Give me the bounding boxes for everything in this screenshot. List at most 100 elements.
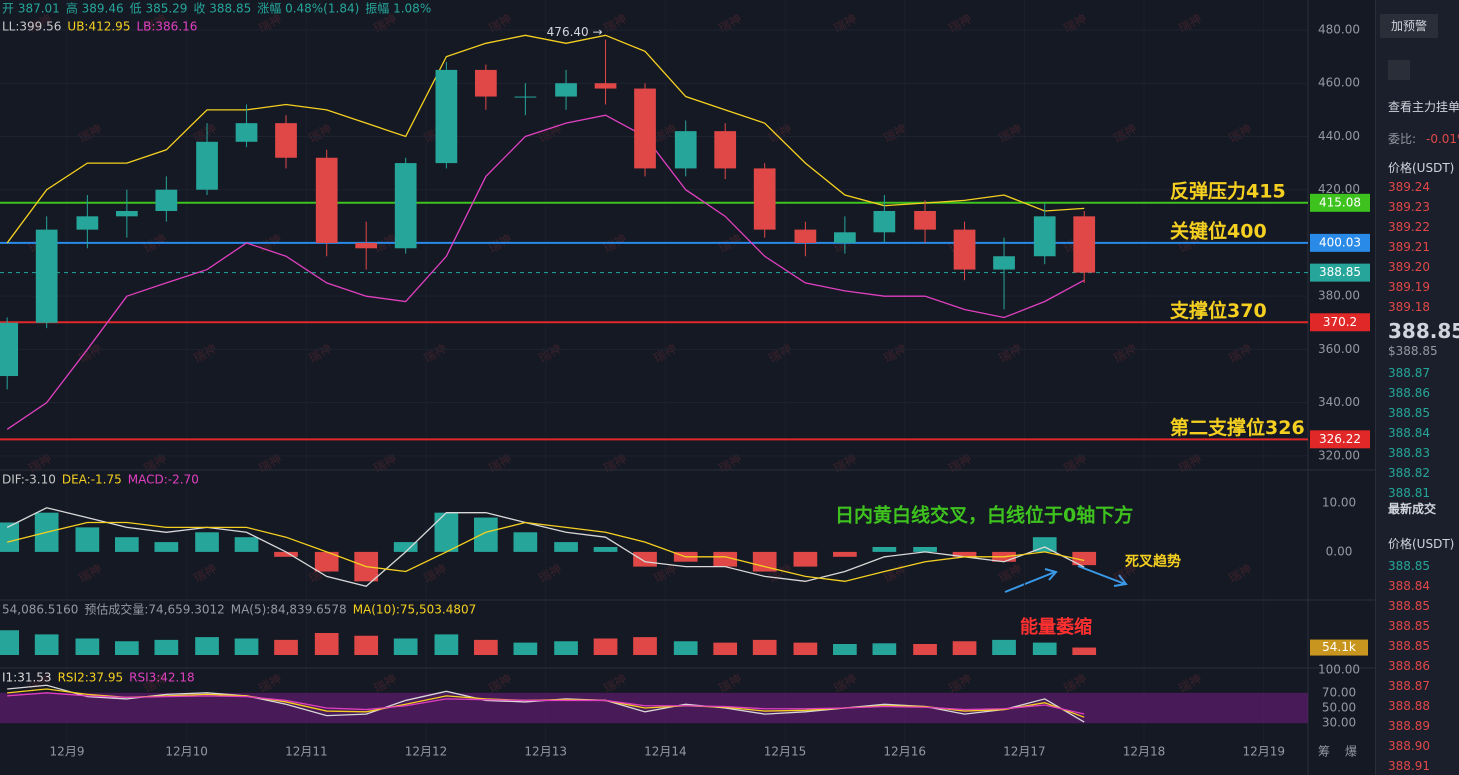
candle-body <box>355 242 378 249</box>
ask-price: 389.19 <box>1388 280 1430 294</box>
y-tick-label: 54.1k <box>1322 640 1356 654</box>
level-box <box>1310 233 1370 252</box>
ratio-label: 委比: <box>1388 132 1417 146</box>
volume-bar <box>752 639 777 655</box>
volume-bar <box>1032 642 1057 655</box>
volume-bar <box>0 630 20 655</box>
y-tick-label: 30.00 <box>1322 716 1356 730</box>
level-value: 326.22 <box>1319 432 1361 446</box>
macd-bar <box>833 551 857 557</box>
macd-bar <box>195 532 219 552</box>
candle-body <box>76 216 99 230</box>
x-tick-label: 12月16 <box>883 745 926 759</box>
y-tick-label: 460.00 <box>1318 76 1360 90</box>
y-tick-label: 380.00 <box>1318 289 1360 303</box>
indicator-value: DIF:-3.10 <box>2 473 56 487</box>
volume-bar <box>393 638 418 655</box>
candle-body <box>714 131 737 169</box>
macd-bar <box>314 551 339 572</box>
volume-bar <box>633 637 657 655</box>
volume-bar <box>872 643 897 655</box>
macd-bar <box>154 542 179 552</box>
trade-price: 388.85 <box>1388 599 1430 613</box>
macd-bar <box>952 551 977 557</box>
macd-bar <box>713 551 738 567</box>
high-marker: 476.40 → <box>547 25 603 39</box>
x-tick-label: 12月9 <box>50 745 85 759</box>
ohlc-info: 收 388.85 <box>193 2 251 16</box>
x-tick-label: 12月10 <box>165 745 208 759</box>
macd-bar <box>593 546 618 552</box>
volume-bar <box>833 644 857 655</box>
volume-bar <box>673 641 698 655</box>
x-tick-label: 12月14 <box>644 745 687 759</box>
macd-bar <box>554 542 578 552</box>
candle-body <box>115 211 138 217</box>
x-tick-label: 12月18 <box>1123 745 1166 759</box>
level-box <box>1310 193 1370 212</box>
macd-bar <box>1032 537 1057 552</box>
level-value: 370.2 <box>1323 315 1357 329</box>
trade-price: 388.87 <box>1388 679 1430 693</box>
macd-bar <box>913 546 937 552</box>
icon-button[interactable] <box>1420 60 1442 80</box>
ohlc-info: 涨幅 0.48%(1.84) <box>257 1 359 16</box>
volume-bar <box>434 634 459 655</box>
candle-body <box>235 123 258 142</box>
bid-price: 388.85 <box>1388 406 1430 420</box>
candle-body <box>873 211 896 233</box>
annotation: 能量萎缩 <box>1020 616 1092 638</box>
y-tick-label: 440.00 <box>1318 129 1360 143</box>
trade-price: 388.90 <box>1388 739 1430 753</box>
candle-body <box>834 232 856 243</box>
candle-body <box>0 322 19 377</box>
y-tick-label: 320.00 <box>1318 448 1360 462</box>
volume-bar <box>75 638 100 655</box>
x-tick-label: 12月13 <box>524 745 567 759</box>
last-price: 388.85 <box>1388 319 1459 343</box>
y-tick-label: 480.00 <box>1318 22 1360 36</box>
indicator-value: 预估成交量:74,659.3012 <box>84 602 224 617</box>
y-tick-label: 420.00 <box>1318 182 1360 196</box>
x-tick-label: 12月19 <box>1242 745 1285 759</box>
icon-button[interactable] <box>1388 60 1410 80</box>
alert-button[interactable]: 加预警 <box>1380 14 1438 38</box>
macd-bar <box>633 551 657 567</box>
candle-body <box>1033 216 1056 257</box>
macd-bar <box>793 551 818 567</box>
bid-price: 388.84 <box>1388 426 1430 440</box>
y-tick-label: 100.00 <box>1318 663 1360 677</box>
macd-bar <box>434 512 459 552</box>
ohlc-info: 振幅 1.08% <box>365 1 431 16</box>
volume-bar <box>274 639 298 655</box>
trade-price: 388.91 <box>1388 759 1430 773</box>
y-tick-label: 70.00 <box>1322 685 1356 699</box>
ask-price: 389.20 <box>1388 260 1430 274</box>
level-box <box>1310 313 1370 332</box>
macd-bar <box>513 532 538 552</box>
y-tick-label: 360.00 <box>1318 342 1360 356</box>
y-tick-label: 0.00 <box>1326 544 1353 558</box>
volume-bar <box>952 641 977 655</box>
indicator-value: MACD:-2.70 <box>128 473 199 487</box>
indicator-value: 54,086.5160 <box>2 603 78 617</box>
volume-bar <box>195 637 219 655</box>
volume-bar <box>913 644 937 655</box>
corner-button[interactable]: 筹 <box>1318 745 1330 759</box>
indicator-value: MA(5):84,839.6578 <box>231 603 347 617</box>
indicator-value: LB:386.16 <box>136 20 197 34</box>
indicator-value: I1:31.53 <box>2 671 52 685</box>
macd-bar <box>75 527 100 552</box>
ohlc-info: 低 385.29 <box>130 2 188 16</box>
volume-bar <box>793 642 818 655</box>
volume-bar <box>1072 647 1097 655</box>
candle-body <box>394 163 417 249</box>
corner-button[interactable]: 爆 <box>1345 745 1357 759</box>
indicator-value: DEA:-1.75 <box>62 473 122 487</box>
macd-line <box>7 521 1085 582</box>
order-book-link[interactable]: 查看主力挂单 <box>1388 100 1459 114</box>
indicator-value: LL:399.56 <box>2 20 61 34</box>
volume-bar <box>992 639 1016 655</box>
ask-price: 389.21 <box>1388 240 1430 254</box>
